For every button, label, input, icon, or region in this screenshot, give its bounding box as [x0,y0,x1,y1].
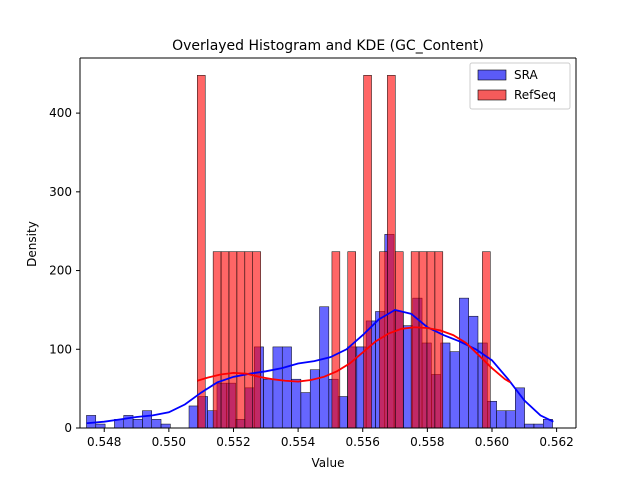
sra-kde-line [86,308,554,425]
sra-bar-6 [142,410,152,429]
sra-bar-7 [151,419,162,429]
legend: SRA RefSeq [469,62,571,110]
refseq-bar-21 [363,75,372,429]
x-tick-label-6: 0.560 [475,435,509,449]
sra-bar-48 [533,423,544,429]
refseq-bar-29 [426,251,436,429]
sra-bar-40 [459,297,469,429]
y-tick-label-3: 300 [49,185,72,199]
legend-label-refseq: RefSeq [514,88,556,102]
y-tick-label-0: 0 [64,421,72,435]
sra-bar-11 [188,405,199,429]
sra-bar-41 [468,315,479,429]
x-tick-label-5: 0.558 [410,435,444,449]
x-tick-label-0: 0.548 [87,435,121,449]
axes [79,57,577,429]
refseq-bar-24 [387,75,396,429]
refseq-bar-4 [228,251,238,429]
sra-bar-19 [263,378,274,429]
legend-label-sra: SRA [514,68,538,82]
y-tick-label-1: 100 [49,342,72,356]
y-tick-label-2: 200 [49,264,72,278]
legend-swatch-refseq [477,89,507,101]
y-tick-label-4: 400 [49,106,72,120]
x-tick-label-2: 0.552 [216,435,250,449]
refseq-bar-27 [410,251,420,429]
sra-bar-20 [272,346,283,429]
x-tick-label-3: 0.554 [281,435,315,449]
sra-bar-44 [496,410,507,429]
refseq-bar-3 [220,251,230,429]
sra-bar-1 [95,423,106,429]
sra-bar-39 [449,351,460,429]
refseq-bar-19 [347,251,356,429]
refseq-bar-36 [482,251,491,429]
sra-bar-23 [300,392,311,429]
refseq-bars [197,75,491,429]
y-axis-label: Density [25,221,39,267]
sra-bar-25 [319,306,330,429]
x-tick-label-1: 0.550 [152,435,186,449]
refseq-bar-2 [212,251,222,429]
refseq-bar-0 [197,75,206,429]
sra-bar-21 [281,346,292,429]
sra-bar-5 [132,419,143,429]
sra-bar-45 [505,410,516,429]
sra-bar-8 [160,423,171,429]
refseq-bar-30 [434,251,444,429]
refseq-kde-line [197,326,511,384]
refseq-bar-28 [418,251,428,429]
legend-swatch-sra [477,69,507,81]
kde-lines [86,308,554,425]
sra-bar-47 [524,423,535,429]
refseq-bar-25 [395,251,404,429]
chart-title: Overlayed Histogram and KDE (GC_Content) [172,38,484,54]
x-tick-label-4: 0.556 [346,435,380,449]
refseq-bar-7 [252,251,261,429]
x-tick-label-7: 0.562 [539,435,573,449]
refseq-bar-17 [331,251,341,429]
refseq-bar-5 [236,251,246,429]
refseq-bar-6 [244,251,253,429]
x-axis-label: Value [312,456,345,470]
sra-bar-22 [291,378,302,429]
ticks: 0.548 0.550 0.552 0.554 0.556 0.558 0.560 0.562… [49,106,574,449]
refseq-bar-23 [379,251,388,429]
